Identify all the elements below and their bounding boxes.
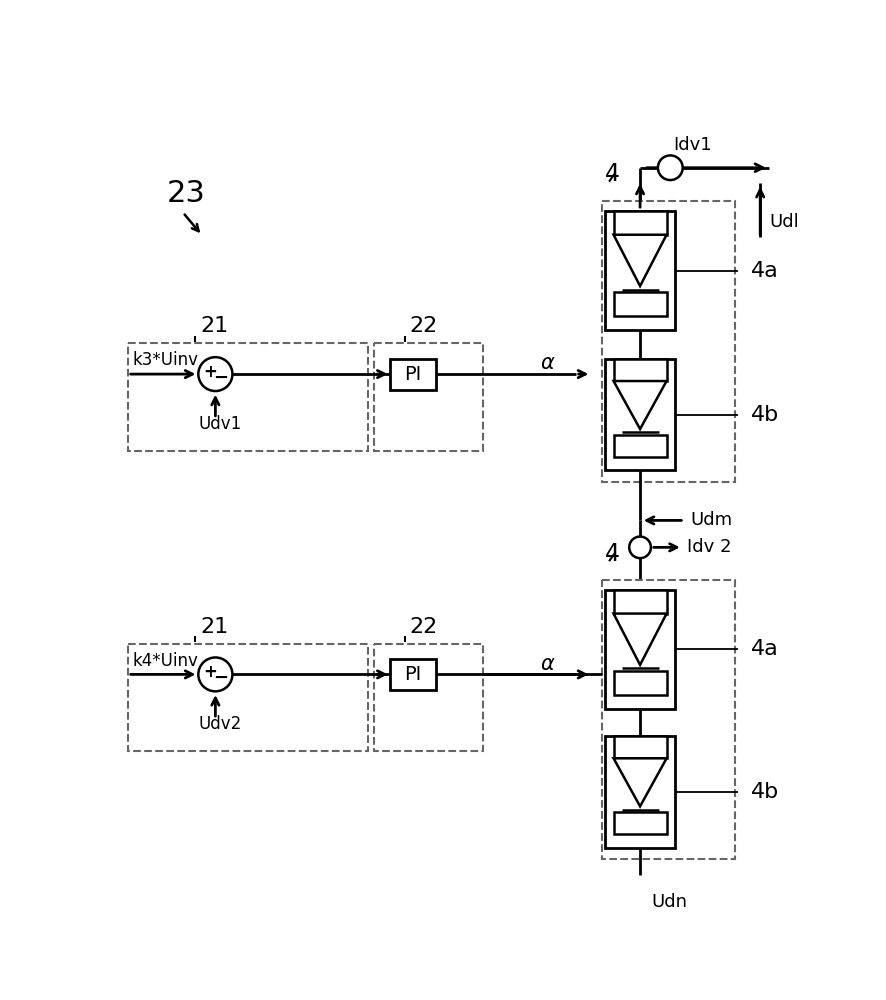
Text: 4a: 4a — [751, 639, 779, 659]
Circle shape — [198, 357, 232, 391]
Text: 21: 21 — [200, 617, 228, 637]
Text: 4b: 4b — [751, 405, 779, 425]
Text: k4*Uinv: k4*Uinv — [132, 652, 198, 670]
Bar — [614, 359, 666, 381]
Text: α: α — [540, 353, 554, 373]
Polygon shape — [614, 381, 666, 429]
Polygon shape — [614, 758, 666, 806]
Text: −: − — [214, 369, 229, 387]
Text: 21: 21 — [200, 316, 228, 336]
Text: 23: 23 — [167, 179, 206, 208]
Text: 22: 22 — [409, 316, 438, 336]
Text: +: + — [203, 363, 217, 381]
Bar — [128, 644, 368, 751]
Text: α: α — [540, 654, 554, 674]
Bar — [614, 292, 666, 316]
Bar — [390, 359, 436, 389]
Polygon shape — [614, 235, 666, 286]
Bar — [605, 590, 675, 709]
Text: k3*Uinv: k3*Uinv — [132, 351, 198, 369]
Text: 22: 22 — [409, 617, 438, 637]
Bar — [605, 211, 675, 330]
Bar — [602, 201, 735, 482]
Text: 4: 4 — [605, 542, 620, 566]
Text: +: + — [203, 663, 217, 681]
Bar — [605, 736, 675, 848]
Text: PI: PI — [404, 365, 422, 384]
Text: Udv2: Udv2 — [198, 715, 242, 733]
Circle shape — [658, 155, 683, 180]
Text: Udl: Udl — [770, 213, 799, 231]
Text: 4a: 4a — [751, 261, 779, 281]
Text: PI: PI — [404, 665, 422, 684]
Text: −: − — [214, 669, 229, 687]
Bar — [374, 644, 483, 751]
Text: Udv1: Udv1 — [198, 415, 242, 433]
Bar — [390, 659, 436, 690]
Bar — [602, 580, 735, 859]
Bar — [614, 736, 666, 758]
Text: Idv1: Idv1 — [673, 136, 712, 154]
Bar — [614, 211, 666, 235]
Text: Udn: Udn — [652, 893, 688, 911]
Polygon shape — [614, 614, 666, 665]
Bar — [614, 590, 666, 614]
Bar — [614, 435, 666, 457]
Bar — [128, 343, 368, 451]
Bar — [374, 343, 483, 451]
Bar — [614, 812, 666, 834]
Bar — [614, 671, 666, 695]
Bar — [605, 359, 675, 470]
Circle shape — [629, 537, 651, 558]
Text: Udm: Udm — [690, 511, 733, 529]
Text: 4: 4 — [605, 162, 620, 186]
Text: 4b: 4b — [751, 782, 779, 802]
Circle shape — [198, 657, 232, 691]
Text: Idv 2: Idv 2 — [687, 538, 731, 556]
